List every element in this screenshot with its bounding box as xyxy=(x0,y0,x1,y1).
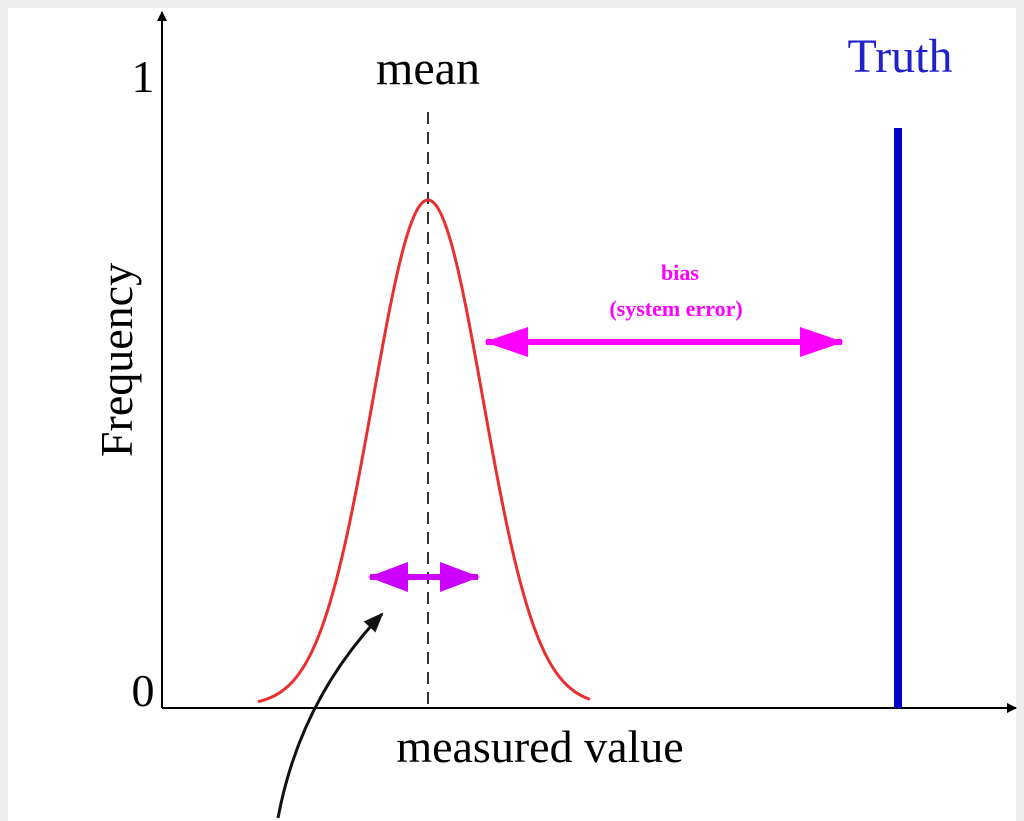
pointer-arrow xyxy=(276,612,384,819)
canvas xyxy=(8,8,1016,821)
mean-label: mean xyxy=(376,42,480,95)
truth-label: Truth xyxy=(848,30,953,83)
y-axis-title: Frequency xyxy=(91,263,142,457)
bias-label: bias xyxy=(661,260,699,285)
y-tick-label: 1 xyxy=(132,51,155,102)
x-axis-title: measured value xyxy=(396,721,683,772)
y-tick-label: 0 xyxy=(132,665,155,716)
bias-note: (system error) xyxy=(609,296,742,321)
distribution-curve xyxy=(257,198,591,704)
